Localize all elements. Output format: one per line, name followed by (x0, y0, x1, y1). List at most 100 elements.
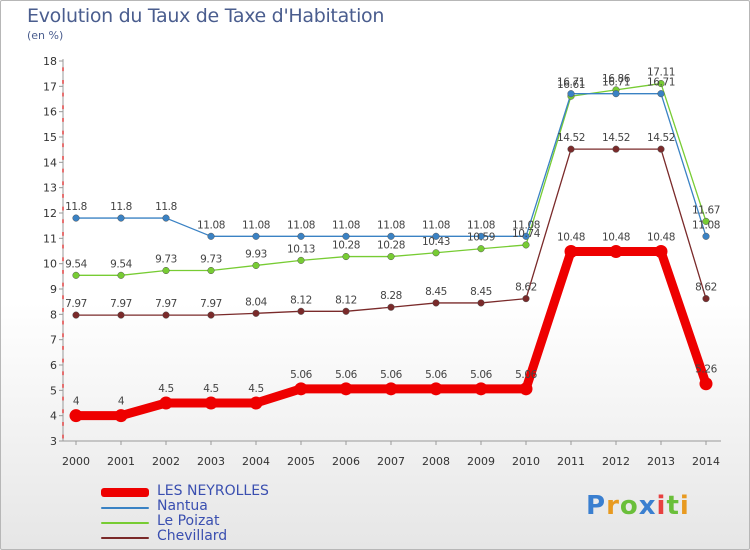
data-point (297, 232, 305, 240)
data-point (72, 271, 80, 279)
data-label: 9.73 (155, 254, 177, 266)
legend-label: Le Poizat (157, 513, 220, 529)
data-point (474, 382, 488, 396)
data-point (207, 266, 215, 275)
data-point (204, 396, 218, 410)
x-tick-label: 2001 (107, 455, 135, 468)
logo-letter: i (656, 491, 667, 521)
data-label: 10.48 (557, 232, 585, 244)
data-point (432, 299, 440, 307)
data-label: 17.11 (647, 67, 675, 79)
data-point (612, 90, 620, 98)
data-point (657, 90, 665, 98)
legend-swatch (101, 507, 149, 509)
legend-swatch (101, 537, 149, 539)
data-label: 7.97 (110, 298, 132, 310)
y-tick-label: 13 (43, 182, 57, 195)
y-tick-label: 5 (50, 384, 57, 397)
data-label: 11.08 (287, 219, 315, 231)
data-point (564, 245, 578, 259)
x-tick-label: 2009 (467, 455, 495, 468)
data-point (567, 90, 575, 98)
legend-label: Nantua (157, 498, 208, 514)
data-label: 4 (118, 396, 125, 408)
data-point (249, 396, 263, 410)
data-point (477, 299, 485, 307)
data-label: 10.28 (377, 240, 405, 252)
y-tick-label: 16 (43, 106, 57, 119)
logo-letter: x (638, 491, 657, 521)
data-label: 10.43 (422, 236, 450, 248)
data-label: 7.97 (200, 298, 222, 310)
legend-label: LES NEYROLLES (157, 483, 269, 499)
data-point (72, 311, 80, 319)
data-label: 11.67 (692, 204, 720, 216)
data-label: 11.8 (155, 201, 177, 213)
data-point (207, 311, 215, 319)
data-point (522, 241, 530, 249)
legend-label: Chevillard (157, 528, 228, 544)
logo-letter: o (619, 491, 639, 521)
data-point (477, 232, 485, 240)
data-point (699, 377, 713, 391)
logo-letter: t (666, 491, 680, 521)
data-point (207, 232, 215, 240)
data-label: 9.93 (245, 248, 267, 260)
y-tick-label: 8 (50, 308, 57, 321)
data-label: 11.08 (197, 219, 225, 231)
y-tick-label: 14 (43, 156, 57, 169)
x-tick-label: 2013 (647, 455, 675, 468)
data-label: 14.52 (557, 132, 585, 144)
data-point (294, 382, 308, 396)
data-point (72, 214, 80, 222)
proxiti-logo: Proxiti (586, 491, 690, 521)
data-label: 10.48 (647, 232, 675, 244)
x-tick-label: 2004 (242, 455, 270, 468)
data-label: 5.06 (470, 369, 492, 381)
data-label: 8.28 (380, 290, 402, 302)
data-label: 16.71 (602, 77, 630, 89)
data-label: 11.8 (110, 201, 132, 213)
data-point (162, 266, 170, 275)
data-point (432, 249, 440, 257)
data-label: 11.08 (467, 219, 495, 231)
series-points (69, 79, 713, 423)
data-point (519, 382, 533, 396)
data-point (117, 311, 125, 319)
x-tick-label: 2003 (197, 455, 225, 468)
data-label: 7.97 (155, 298, 177, 310)
x-tick-label: 2014 (692, 455, 720, 468)
data-point (162, 214, 170, 222)
y-tick-label: 7 (50, 334, 57, 347)
data-label: 16.71 (647, 77, 675, 89)
chart-subtitle: (en %) (27, 29, 64, 42)
data-label: 10.74 (512, 228, 541, 240)
data-point (159, 396, 173, 410)
x-tick-label: 2005 (287, 455, 315, 468)
y-tick-label: 18 (43, 55, 57, 68)
data-label: 4.5 (248, 383, 264, 395)
data-label: 8.45 (425, 286, 447, 298)
data-point (384, 382, 398, 396)
chart-axes (62, 59, 721, 442)
y-tick-label: 12 (43, 207, 57, 220)
data-label: 4.5 (158, 383, 174, 395)
data-point (657, 79, 665, 88)
chart-title: Evolution du Taux de Taxe d'Habitation (27, 5, 385, 27)
data-point (339, 382, 353, 396)
data-point (702, 217, 710, 225)
y-tick-label: 10 (43, 258, 57, 271)
data-point (342, 253, 350, 261)
x-tick-label: 2010 (512, 455, 540, 468)
data-label: 8.45 (470, 286, 492, 298)
x-tick-label: 2012 (602, 455, 630, 468)
data-point (342, 307, 350, 315)
y-tick-label: 4 (50, 410, 57, 423)
data-label: 14.52 (602, 132, 630, 144)
data-label: 11.08 (512, 219, 540, 231)
logo-letter: P (586, 491, 607, 521)
data-point (522, 295, 530, 303)
data-label: 11.08 (332, 219, 360, 231)
x-tick-label: 2007 (377, 455, 405, 468)
